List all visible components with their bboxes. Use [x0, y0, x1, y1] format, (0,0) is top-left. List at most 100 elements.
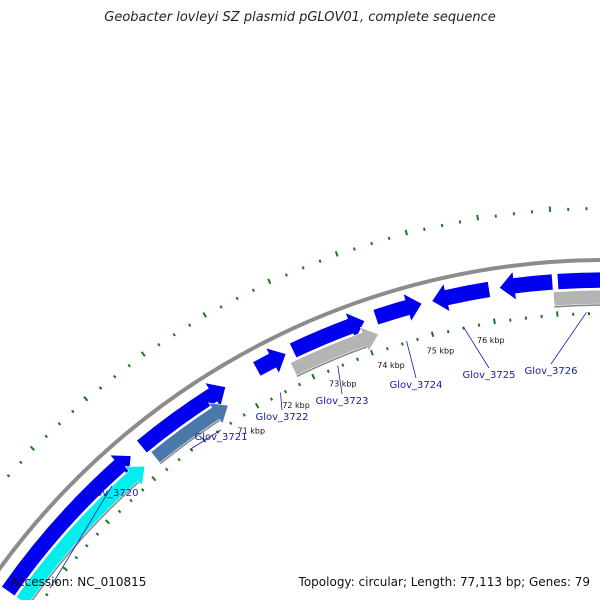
accession-label: Accession: NC_010815: [10, 575, 147, 589]
outer-tick: [98, 386, 103, 390]
inner-tick: [117, 509, 122, 514]
outer-tick: [318, 259, 322, 263]
gene-arrow-glov-3720-shadow: [31, 481, 140, 600]
inner-tick: [54, 580, 59, 584]
gene-label-line: [337, 365, 343, 395]
gene-arrow-forward-3: [289, 312, 366, 359]
outer-tick: [44, 434, 49, 439]
inner-tick: [400, 342, 404, 346]
outer-tick: [284, 273, 288, 277]
gene-label: Glov_3725: [462, 370, 515, 381]
kbp-label: 74 kbp: [377, 361, 405, 370]
gene-label: Glov_3726: [524, 366, 577, 377]
inner-tick: [45, 592, 49, 597]
inner-tick: [341, 363, 345, 367]
inner-tick: [165, 467, 169, 472]
outer-tick: [71, 409, 75, 414]
inner-tick: [283, 389, 288, 394]
gene-arrow-glov-3726-shadow: [554, 304, 600, 308]
kbp-label: 73 kbp: [329, 379, 357, 388]
gene-label: Glov_3723: [315, 396, 368, 407]
outer-tick: [172, 332, 176, 337]
kbp-tick-labels: 71 kbp 72 kbp 73 kbp 74 kbp 75 kbp 76 kbp: [238, 336, 505, 436]
inner-tick: [151, 475, 157, 482]
outer-tick: [251, 288, 255, 293]
kbp-label: 76 kbp: [477, 336, 505, 345]
gene-label-line: [462, 326, 490, 369]
inner-tick: [356, 357, 360, 362]
outer-tick: [423, 227, 426, 232]
map-title: Geobacter lovleyi SZ plasmid pGLOV01, co…: [104, 10, 496, 25]
gene-label-line: [280, 392, 283, 411]
inner-tick: [385, 346, 389, 351]
outer-tick: [57, 422, 62, 426]
inner-tick: [104, 519, 111, 525]
inner-tick: [201, 437, 207, 443]
outer-tick: [458, 220, 462, 224]
inner-tick: [326, 369, 330, 374]
inner-tick: [477, 323, 481, 327]
kbp-label: 75 kbp: [427, 347, 455, 356]
outer-tick: [370, 241, 374, 246]
outer-tick: [219, 305, 223, 309]
feature-track: [1, 270, 600, 600]
inner-tick: [242, 413, 246, 417]
gene-label-line: [189, 429, 222, 450]
gene-label-line: [550, 312, 587, 365]
outer-tick: [334, 250, 339, 257]
gene-arrow-forward-1: [1, 454, 132, 597]
inner-tick: [62, 566, 69, 572]
inner-tick: [229, 421, 233, 426]
gene-arrow-forward-5: [556, 271, 600, 290]
inner-tick: [446, 329, 450, 334]
inner-tick: [190, 448, 194, 452]
outer-tick: [404, 229, 408, 236]
outer-tick: [476, 214, 480, 221]
outer-tick: [127, 363, 131, 368]
inner-tick: [85, 544, 89, 548]
outer-tick: [6, 474, 11, 478]
outer-tick-ring: [6, 206, 588, 478]
inner-tick-ring: [45, 311, 590, 597]
outer-tick: [140, 351, 146, 357]
gene-labels: Glov_3720 Glov_3721 Glov_3722 Glov_3723 Glov…: [49, 312, 587, 589]
kbp-label: 71 kbp: [238, 426, 266, 435]
outer-tick: [440, 223, 444, 228]
inner-tick: [493, 318, 496, 325]
outer-tick: [235, 296, 239, 301]
outer-tick: [187, 323, 192, 327]
gene-arrow-glov-3721: [150, 402, 229, 464]
gene-arrow-forward-4: [498, 270, 554, 301]
gene-label: Glov_3722: [255, 412, 308, 423]
inner-tick: [254, 402, 260, 409]
gene-label: Glov_3720: [85, 488, 138, 499]
inner-tick: [140, 488, 145, 492]
inner-tick: [129, 498, 133, 503]
gene-label-line: [406, 341, 417, 379]
gene-label: Glov_3721: [194, 432, 247, 443]
outer-tick: [301, 266, 305, 270]
outer-tick: [83, 396, 89, 402]
gene-arrow-glov-3723-shadow: [296, 345, 368, 378]
outer-tick: [157, 342, 161, 347]
outer-tick: [202, 312, 207, 318]
outer-tick: [29, 445, 36, 452]
gene-arrow-glov-3720: [15, 465, 146, 600]
inner-tick: [311, 373, 316, 380]
gene-arrow-glov-3726: [552, 289, 600, 307]
gene-arrow-glov-3721-shadow: [159, 419, 221, 465]
inner-tick: [95, 532, 100, 536]
gene-label-line: [49, 485, 113, 589]
gene-arrow-forward-2: [136, 382, 227, 454]
gene-arrow-glov-3722: [252, 347, 287, 377]
kbp-label: 72 kbp: [282, 401, 310, 410]
outer-tick: [387, 236, 391, 241]
inner-tick: [416, 337, 419, 342]
inner-tick: [177, 457, 181, 462]
gene-arrow-glov-3725: [431, 281, 491, 313]
inner-tick: [74, 555, 79, 560]
inner-tick: [430, 331, 435, 338]
sequence-summary: Topology: circular; Length: 77,113 bp; G…: [298, 575, 590, 589]
outer-tick: [19, 460, 23, 465]
